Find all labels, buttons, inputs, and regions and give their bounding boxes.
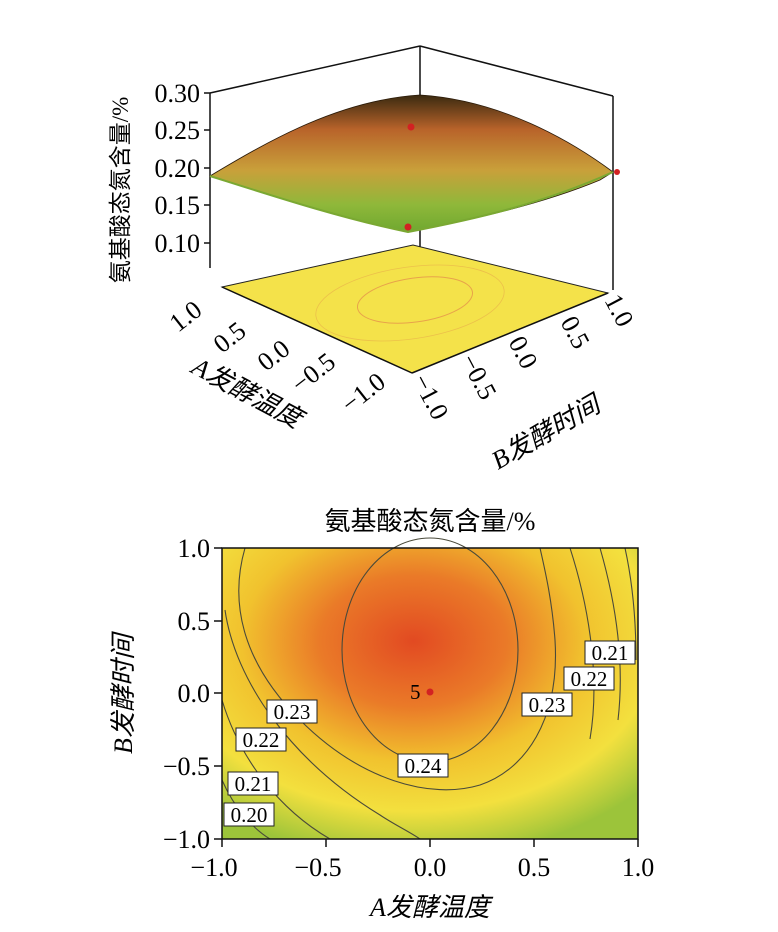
contour-labels: 0.24 0.23 0.22 0.21 0.20 0.23 0.22 0.21 [223,640,636,827]
surface-plot: 0.30 0.25 0.20 0.15 0.10 氨基酸态氮含量/% 1.0 0… [108,45,640,476]
contour-x-tick: 0.5 [518,853,551,882]
contour-y-axis: 1.0 0.5 0.0 −0.5 −1.0 B发酵时间 [109,534,222,854]
design-point [614,169,620,175]
contour-x-tick: −0.5 [294,853,341,882]
center-point-label: 5 [410,680,421,704]
z-axis: 0.30 0.25 0.20 0.15 0.10 氨基酸态氮含量/% [108,79,210,283]
contour-x-tick: 0.0 [414,853,447,882]
contour-y-label: B发酵时间 [109,631,138,754]
contour-label: 0.22 [571,667,608,691]
floor-contour [356,276,474,324]
z-tick-label: 0.10 [155,229,201,258]
design-point [407,123,415,131]
contour-line [238,547,557,791]
back-wall-top-left [209,45,421,94]
contour-label: 0.23 [274,700,311,724]
contour-title: 氨基酸态氮含量/% [325,507,536,536]
x-tick-label: 0.5 [208,316,251,359]
y-tick-label: −1.0 [407,369,455,424]
contour-label: 0.21 [592,641,629,665]
x-tick-label: 0.0 [252,334,295,377]
x-tick-label: −1.0 [336,367,391,419]
contour-y-tick: 0.0 [178,679,211,708]
contour-label: 0.20 [231,803,268,827]
contour-label: 0.24 [405,754,442,778]
contour-x-tick: −1.0 [190,853,237,882]
contour-y-tick: 0.5 [178,607,211,636]
design-point [404,223,412,231]
response-surface [209,94,614,233]
contour-label: 0.22 [243,728,280,752]
y-tick-label: 0.0 [503,331,544,373]
center-point [426,688,434,696]
y-tick-label: 1.0 [599,289,640,331]
contour-x-label: A发酵温度 [368,893,494,922]
x-tick-label: 1.0 [164,295,207,338]
contour-label: 0.23 [529,693,566,717]
z-tick-label: 0.20 [155,154,201,183]
z-tick-label: 0.30 [155,79,201,108]
contour-y-tick: −1.0 [163,825,210,854]
contour-x-tick: 1.0 [622,853,655,882]
contour-label: 0.21 [235,772,272,796]
back-wall-top-right [419,45,614,97]
x-tick-label: −0.5 [286,347,341,399]
y-tick-label: 0.5 [555,311,596,353]
x-axis-label: A发酵温度 [185,351,310,436]
y-tick-label: −0.5 [455,349,503,404]
contour-x-axis: −1.0 −0.5 0.0 0.5 1.0 A发酵温度 [190,839,654,922]
z-tick-label: 0.15 [155,191,201,220]
contour-plot: 氨基酸态氮含量/% 5 0.24 0.23 0.22 0.21 0.20 [109,507,654,922]
y-axis-label: B发酵时间 [487,389,608,476]
floor-contour [315,264,505,342]
z-tick-label: 0.25 [155,116,201,145]
contour-y-tick: −0.5 [163,752,210,781]
surface-edge [209,171,614,234]
z-axis-label: 氨基酸态氮含量/% [108,97,133,284]
contour-y-tick: 1.0 [178,534,211,563]
